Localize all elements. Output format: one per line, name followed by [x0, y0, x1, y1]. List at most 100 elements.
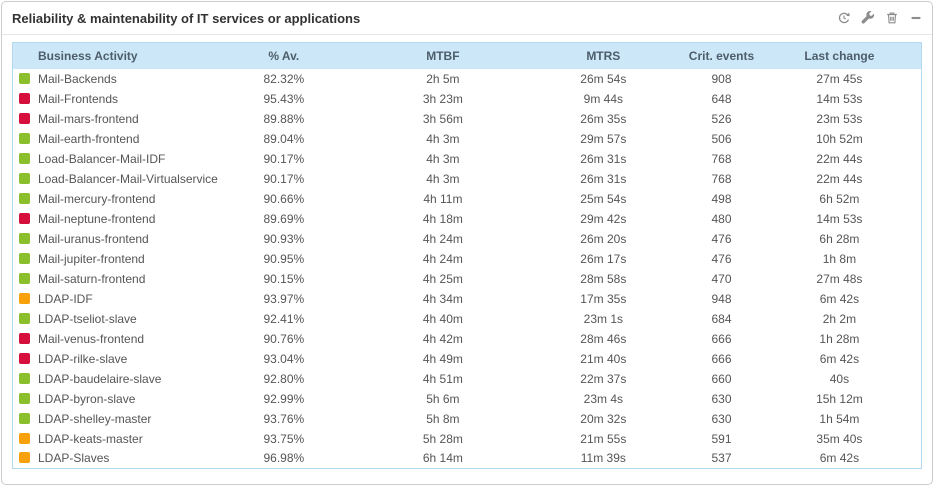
status-green-icon: [19, 232, 30, 244]
table-row: Mail-saturn-frontend 90.15% 4h 25m 28m 58s 4…: [13, 269, 922, 289]
business-activity-name: LDAP-byron-slave: [38, 391, 136, 406]
table-row: Mail-uranus-frontend 90.93% 4h 24m 26m 20s 4…: [13, 229, 922, 249]
column-header-mtbf: MTBF: [364, 42, 522, 69]
column-header-business-activity: Business Activity: [12, 42, 204, 69]
minimize-button[interactable]: [908, 11, 923, 26]
mtbf-cell: 4h 3m: [426, 131, 460, 146]
mtrs-cell: 22m 37s: [580, 371, 627, 386]
mtbf-cell: 4h 34m: [422, 291, 463, 306]
business-activity-name: Mail-earth-frontend: [38, 131, 140, 146]
mtrs-cell: 28m 46s: [580, 331, 627, 346]
status-orange-icon: [19, 452, 30, 464]
minimize-icon: [909, 11, 923, 25]
last-change-cell: 6m 42s: [819, 291, 860, 306]
availability-cell: 93.04%: [263, 351, 305, 366]
crit-events-cell: 630: [711, 391, 732, 406]
last-change-cell: 10h 52m: [816, 131, 863, 146]
trash-icon: [885, 11, 899, 25]
business-activity-name: LDAP-shelley-master: [38, 411, 152, 426]
status-orange-icon: [19, 292, 30, 304]
status-red-icon: [19, 212, 30, 224]
availability-cell: 90.95%: [263, 251, 305, 266]
business-activity-name: Mail-mercury-frontend: [38, 191, 156, 206]
mtbf-cell: 4h 25m: [422, 271, 463, 286]
business-activity-name: Mail-jupiter-frontend: [38, 251, 145, 266]
table-row: LDAP-tseliot-slave 92.41% 4h 40m 23m 1s 684 2…: [13, 309, 922, 329]
column-header-crit-events: Crit. events: [685, 42, 758, 69]
mtbf-cell: 4h 49m: [422, 351, 463, 366]
table-row: LDAP-shelley-master 93.76% 5h 8m 20m 32s 630…: [13, 409, 922, 429]
column-header-last-change: Last change: [757, 42, 922, 69]
status-green-icon: [19, 412, 30, 424]
mtrs-cell: 26m 35s: [580, 111, 627, 126]
table-row: Load-Balancer-Mail-Virtualservice 90.17% 4…: [13, 169, 922, 189]
last-change-cell: 40s: [829, 371, 850, 386]
mtrs-cell: 28m 58s: [580, 271, 627, 286]
mtrs-cell: 25m 54s: [580, 191, 627, 206]
mtrs-cell: 20m 32s: [580, 411, 627, 426]
crit-events-cell: 768: [711, 171, 732, 186]
last-change-cell: 6m 42s: [819, 451, 860, 466]
mtrs-cell: 9m 44s: [583, 91, 623, 106]
table-row: Mail-earth-frontend 89.04% 4h 3m 29m 57s 506…: [13, 129, 922, 149]
availability-cell: 90.15%: [263, 271, 305, 286]
mtbf-cell: 6h 14m: [422, 451, 463, 466]
business-activity-name: Mail-neptune-frontend: [38, 211, 156, 226]
mtrs-cell: 23m 1s: [583, 311, 623, 326]
refresh-button[interactable]: [836, 11, 851, 26]
last-change-cell: 15h 12m: [816, 391, 863, 406]
availability-cell: 92.99%: [263, 391, 305, 406]
table-row: LDAP-rilke-slave 93.04% 4h 49m 21m 40s 666 6m…: [13, 349, 922, 369]
mtbf-cell: 4h 24m: [422, 231, 463, 246]
mtrs-cell: 26m 20s: [580, 231, 627, 246]
mtbf-cell: 3h 23m: [422, 91, 463, 106]
business-activity-name: Mail-venus-frontend: [38, 331, 145, 346]
status-red-icon: [19, 112, 30, 124]
crit-events-cell: 948: [711, 291, 732, 306]
business-activity-cell: Load-Balancer-Mail-IDF: [13, 149, 204, 169]
status-green-icon: [19, 392, 30, 404]
crit-events-cell: 684: [711, 311, 732, 326]
table-row: Mail-jupiter-frontend 90.95% 4h 24m 26m 17s…: [13, 249, 922, 269]
table-row: Mail-venus-frontend 90.76% 4h 42m 28m 46s 66…: [13, 329, 922, 349]
mtbf-cell: 4h 40m: [422, 311, 463, 326]
mtbf-cell: 4h 11m: [423, 191, 463, 206]
widget-titlebar: Reliability & maintenability of IT servi…: [2, 2, 932, 35]
refresh-icon: [837, 11, 851, 25]
business-activity-cell: LDAP-Slaves: [13, 449, 204, 469]
mtrs-cell: 29m 42s: [580, 211, 627, 226]
mtrs-cell: 21m 55s: [580, 431, 627, 446]
business-activity-name: Mail-Frontends: [38, 91, 119, 106]
business-activity-name: Mail-Backends: [38, 71, 117, 86]
table-row: LDAP-baudelaire-slave 92.80% 4h 51m 22m 37s…: [13, 369, 922, 389]
business-activity-cell: LDAP-IDF: [13, 289, 204, 309]
status-green-icon: [19, 312, 30, 324]
status-green-icon: [19, 172, 30, 184]
business-activity-name: Mail-uranus-frontend: [38, 231, 149, 246]
mtbf-cell: 5h 8m: [426, 411, 460, 426]
table-row: LDAP-keats-master 93.75% 5h 28m 21m 55s 591 3…: [13, 429, 922, 449]
mtrs-cell: 26m 31s: [580, 171, 627, 186]
crit-events-cell: 498: [711, 191, 732, 206]
status-orange-icon: [19, 432, 30, 444]
business-activity-name: LDAP-tseliot-slave: [38, 311, 137, 326]
table-row: LDAP-byron-slave 92.99% 5h 6m 23m 4s 630 15h …: [13, 389, 922, 409]
crit-events-cell: 480: [711, 211, 732, 226]
last-change-cell: 6h 28m: [819, 231, 860, 246]
mtrs-cell: 21m 40s: [580, 351, 627, 366]
wrench-icon: [861, 11, 875, 25]
last-change-cell: 22m 44s: [816, 171, 863, 186]
mtbf-cell: 4h 3m: [426, 151, 460, 166]
status-green-icon: [19, 272, 30, 284]
status-green-icon: [19, 372, 30, 384]
last-change-cell: 27m 45s: [816, 71, 863, 86]
business-activity-cell: LDAP-baudelaire-slave: [13, 369, 204, 389]
mtrs-cell: 11m 39s: [580, 451, 626, 466]
table-row: LDAP-Slaves 96.98% 6h 14m 11m 39s 537 6m 42s: [13, 449, 922, 469]
business-activity-name: Mail-mars-frontend: [38, 111, 139, 126]
last-change-cell: 6h 52m: [819, 191, 860, 206]
availability-cell: 93.97%: [263, 291, 305, 306]
availability-cell: 89.88%: [263, 111, 305, 126]
settings-button[interactable]: [860, 11, 875, 26]
delete-button[interactable]: [884, 11, 899, 26]
